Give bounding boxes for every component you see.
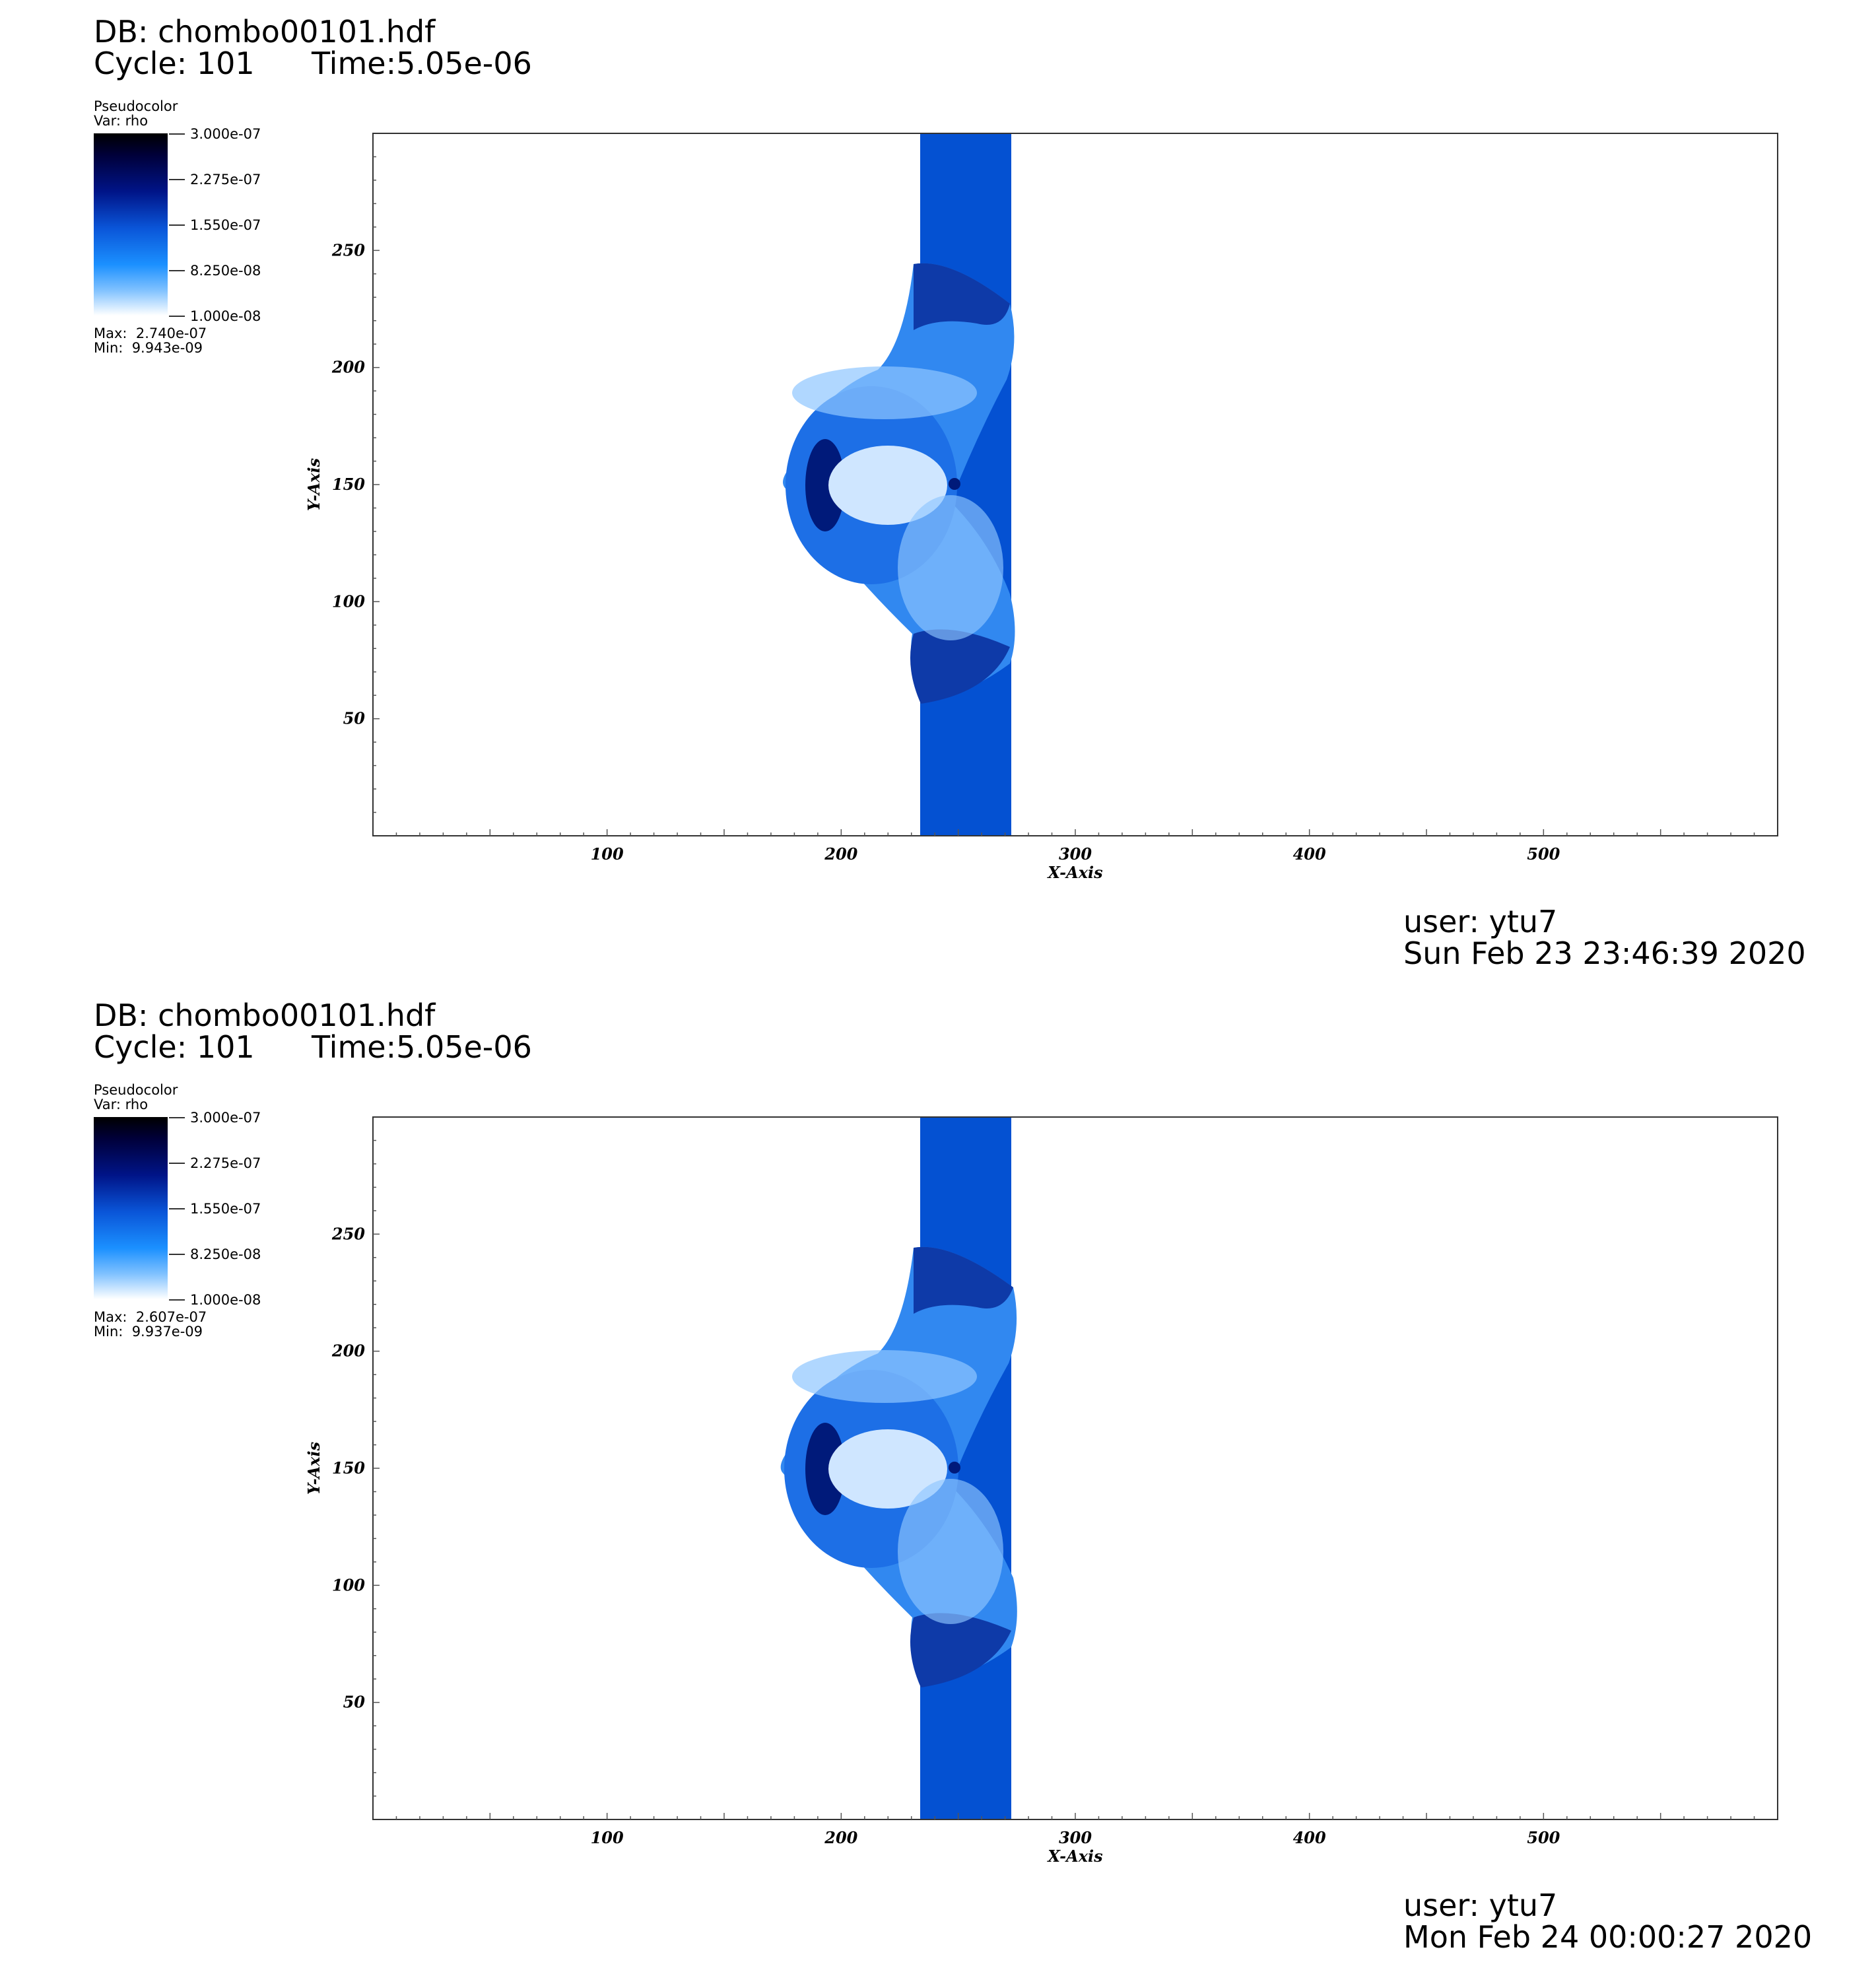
colorbar-tick-label: 3.000e-07 [190, 1110, 261, 1126]
y-axis-title: Y-Axis [304, 1441, 323, 1495]
plot-background [373, 133, 1778, 836]
axis-ticks: 100 200 300 400 500 50 100 150 200 250 [331, 1139, 1755, 1847]
colorbar-tick-label: 1.550e-07 [190, 217, 261, 233]
colorbar-tick [169, 1117, 185, 1118]
density-upper-lobe [914, 1246, 1013, 1314]
plot-panel-bottom: DB: chombo00101.hdf Cycle: 101 Time:5.05… [0, 984, 1876, 1967]
density-core-light [828, 1429, 947, 1509]
density-lower-shell [898, 495, 1003, 640]
y-tick-label: 100 [332, 1575, 365, 1594]
colorbar-tick [169, 316, 185, 317]
density-core-dark [805, 1423, 845, 1515]
plot-area: 100 200 300 400 500 50 100 150 200 250 X-Axis Y-A… [304, 133, 1778, 882]
plot-background [373, 1117, 1778, 1819]
x-axis-title: X-Axis [1046, 863, 1103, 882]
density-core-dark [805, 439, 845, 531]
density-jet-tip [949, 1462, 960, 1474]
x-tick-label: 100 [591, 844, 624, 864]
legend-title: Pseudocolor [94, 1082, 178, 1098]
colorbar-tick [169, 270, 185, 271]
colorbar-tick-label: 1.550e-07 [190, 1201, 261, 1217]
y-tick-label: 200 [331, 1342, 365, 1361]
y-tick-label: 150 [332, 475, 365, 494]
time-label: Time:5.05e-06 [312, 46, 532, 81]
density-upper-lobe [914, 263, 1010, 330]
colorbar-tick [169, 133, 185, 135]
y-tick-label: 250 [331, 1224, 365, 1243]
colorbar-tick-label: 3.000e-07 [190, 126, 261, 142]
legend-title: Pseudocolor [94, 98, 178, 114]
colorbar-tick [169, 1163, 185, 1164]
plot-canvas: 100 200 300 400 500 50 100 150 200 250 X-Axis Y-A… [304, 133, 1778, 882]
x-tick-label: 400 [1293, 844, 1326, 864]
y-tick-label: 100 [332, 592, 365, 611]
density-lower-lobe [910, 1613, 1011, 1687]
axis-ticks: 100 200 300 400 500 50 100 150 200 250 [331, 156, 1755, 864]
colorbar-tick-label: 1.000e-08 [190, 1292, 261, 1308]
colorbar [94, 1117, 168, 1299]
plot-panel-top: DB: chombo00101.hdf Cycle: 101 Time:5.05… [0, 0, 1876, 984]
x-tick-label: 200 [824, 1828, 857, 1847]
y-tick-label: 150 [332, 1458, 365, 1478]
user-label: user: ytu7 [1403, 904, 1558, 939]
density-jet-tip [949, 478, 960, 490]
date-label: Sun Feb 23 23:46:39 2020 [1403, 935, 1806, 971]
y-tick-label: 200 [331, 358, 365, 377]
density-lower-shell [898, 1479, 1003, 1624]
density-lower-lobe [910, 629, 1010, 704]
database-label: DB: chombo00101.hdf [94, 998, 436, 1033]
colorbar-tick [169, 224, 185, 226]
legend-max: Max: 2.607e-07 [94, 1309, 207, 1325]
colorbar-tick [169, 1299, 185, 1301]
colorbar-tick [169, 179, 185, 180]
x-tick-label: 400 [1293, 1828, 1326, 1847]
y-axis-title: Y-Axis [304, 458, 323, 511]
y-tick-label: 250 [331, 240, 365, 259]
colorbar [94, 133, 168, 316]
colorbar-tick [169, 1208, 185, 1209]
colorbar-tick-label: 2.275e-07 [190, 172, 261, 187]
user-label: user: ytu7 [1403, 1887, 1558, 1923]
date-label: Mon Feb 24 00:00:27 2020 [1403, 1919, 1813, 1955]
legend-min: Min: 9.943e-09 [94, 340, 203, 356]
colorbar-tick-label: 1.000e-08 [190, 308, 261, 324]
legend-min: Min: 9.937e-09 [94, 1324, 203, 1340]
time-label: Time:5.05e-06 [312, 1029, 532, 1065]
x-tick-label: 300 [1059, 1828, 1092, 1847]
x-tick-label: 500 [1527, 1828, 1560, 1847]
colorbar-tick-label: 2.275e-07 [190, 1155, 261, 1171]
density-upper-shell [792, 366, 977, 419]
legend-variable: Var: rho [94, 113, 149, 129]
legend-max: Max: 2.740e-07 [94, 325, 207, 341]
x-tick-label: 500 [1527, 844, 1560, 864]
colorbar-tick-label: 8.250e-08 [190, 263, 261, 279]
density-core-light [828, 446, 947, 525]
colorbar-tick [169, 1254, 185, 1255]
y-tick-label: 50 [343, 709, 366, 728]
x-tick-label: 200 [824, 844, 857, 864]
database-label: DB: chombo00101.hdf [94, 14, 436, 50]
x-tick-label: 300 [1059, 844, 1092, 864]
legend-variable: Var: rho [94, 1097, 149, 1112]
plot-canvas: 100 200 300 400 500 50 100 150 200 250 X-Axis Y-A… [304, 1116, 1778, 1866]
colorbar-tick-label: 8.250e-08 [190, 1246, 261, 1262]
cycle-label: Cycle: 101 [94, 1029, 255, 1065]
density-upper-shell [792, 1350, 977, 1403]
cycle-label: Cycle: 101 [94, 46, 255, 81]
plot-area: 100 200 300 400 500 50 100 150 200 250 X-Axis Y-A… [304, 1116, 1778, 1866]
x-axis-title: X-Axis [1046, 1847, 1103, 1866]
x-tick-label: 100 [591, 1828, 624, 1847]
y-tick-label: 50 [343, 1693, 366, 1712]
